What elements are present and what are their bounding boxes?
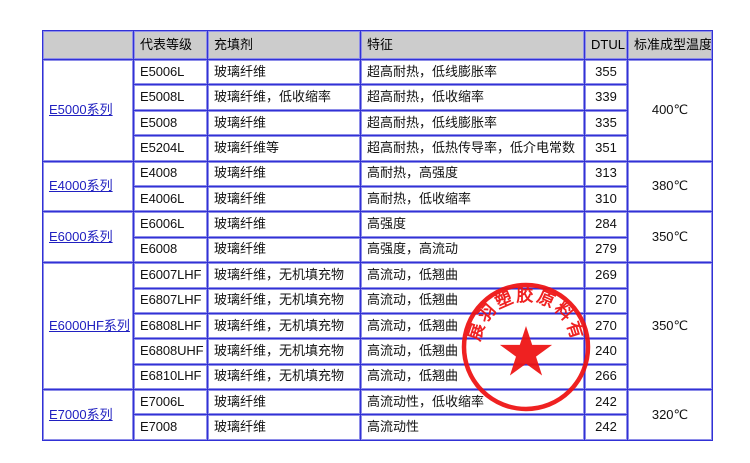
grade-cell: E6006L [134, 212, 207, 237]
dtul-cell: 339 [585, 85, 627, 110]
table-row: E5008 玻璃纤维 超高耐热，低线膨胀率 335 [43, 110, 712, 136]
dtul-cell: 240 [585, 339, 627, 364]
dtul-cell: 310 [585, 186, 627, 212]
column-header: 特征 [361, 31, 584, 59]
grade-cell: E4008 [134, 161, 207, 186]
filler-cell: 玻璃纤维，无机填充物 [208, 263, 360, 288]
molding-temperature-cell: 380℃ [628, 161, 712, 212]
grade-cell: E5204L [134, 136, 207, 161]
molding-temperature-cell: 350℃ [628, 263, 712, 390]
filler-cell: 玻璃纤维，无机填充物 [208, 313, 360, 339]
table-row: E5204L 玻璃纤维等 超高耐热，低热传导率，低介电常数 351 [43, 136, 712, 161]
series-link[interactable]: E7000系列 [49, 406, 113, 422]
column-header: 标准成型温度 [628, 31, 712, 59]
dtul-cell: 279 [585, 237, 627, 263]
filler-cell: 玻璃纤维 [208, 60, 360, 85]
feature-cell: 超高耐热，低热传导率，低介电常数 [361, 136, 584, 161]
filler-cell: 玻璃纤维 [208, 161, 360, 186]
grade-cell: E5008L [134, 85, 207, 110]
feature-cell: 高强度 [361, 212, 584, 237]
filler-cell: 玻璃纤维，低收缩率 [208, 85, 360, 110]
molding-temperature-cell: 350℃ [628, 212, 712, 263]
grade-cell: E6810LHF [134, 364, 207, 390]
series-cell[interactable]: E4000系列 [43, 161, 133, 212]
table-row: E4006L 玻璃纤维 高耐热，低收缩率 310 [43, 186, 712, 212]
table-row: E4000系列 E4008 玻璃纤维 高耐热，高强度 313 380℃ [43, 161, 712, 212]
table-row: E6810LHF 玻璃纤维，无机填充物 高流动，低翘曲 266 [43, 364, 712, 390]
series-link[interactable]: E6000系列 [49, 228, 113, 244]
grade-cell: E5008 [134, 110, 207, 136]
table-row: E7000系列 E7006L 玻璃纤维 高流动性，低收缩率 242 320℃ [43, 390, 712, 440]
feature-cell: 高流动，低翘曲 [361, 339, 584, 364]
series-cell[interactable]: E6000系列 [43, 212, 133, 263]
dtul-cell: 284 [585, 212, 627, 237]
column-header: DTUL [585, 31, 627, 59]
feature-cell: 超高耐热，低线膨胀率 [361, 110, 584, 136]
resin-grade-table: 代表等级 充填剂 特征 DTUL 标准成型温度 E5000系列 E5006L 玻璃纤维 超高耐热… [42, 30, 713, 441]
feature-cell: 高耐热，高强度 [361, 161, 584, 186]
dtul-cell: 269 [585, 263, 627, 288]
filler-cell: 玻璃纤维等 [208, 136, 360, 161]
series-link[interactable]: E6000HF系列 [49, 317, 130, 333]
table-row: E6000系列 E6006L 玻璃纤维 高强度 284 350℃ [43, 212, 712, 263]
feature-cell: 高流动，低翘曲 [361, 288, 584, 313]
feature-cell: 高耐热，低收缩率 [361, 186, 584, 212]
column-header: 代表等级 [134, 31, 207, 59]
dtul-cell: 242 [585, 390, 627, 415]
dtul-cell: 242 [585, 415, 627, 440]
feature-cell: 超高耐热，低线膨胀率 [361, 60, 584, 85]
grade-cell: E4006L [134, 186, 207, 212]
filler-cell: 玻璃纤维，无机填充物 [208, 288, 360, 313]
filler-cell: 玻璃纤维 [208, 415, 360, 440]
series-link[interactable]: E5000系列 [49, 101, 113, 117]
grade-cell: E6007LHF [134, 263, 207, 288]
feature-cell: 高流动性，低收缩率 [361, 390, 584, 415]
grade-cell: E7006L [134, 390, 207, 415]
filler-cell: 玻璃纤维 [208, 390, 360, 415]
table-row: E6808LHF 玻璃纤维，无机填充物 高流动，低翘曲 270 [43, 313, 712, 339]
feature-cell: 高流动，低翘曲 [361, 263, 584, 288]
filler-cell: 玻璃纤维 [208, 186, 360, 212]
grade-cell: E7008 [134, 415, 207, 440]
series-cell[interactable]: E6000HF系列 [43, 263, 133, 390]
dtul-cell: 270 [585, 313, 627, 339]
grade-cell: E5006L [134, 60, 207, 85]
feature-cell: 高流动，低翘曲 [361, 313, 584, 339]
series-cell[interactable]: E5000系列 [43, 60, 133, 161]
feature-cell: 高流动性 [361, 415, 584, 440]
feature-cell: 超高耐热，低收缩率 [361, 85, 584, 110]
feature-cell: 高流动，低翘曲 [361, 364, 584, 390]
dtul-cell: 266 [585, 364, 627, 390]
table-row: E6807LHF 玻璃纤维，无机填充物 高流动，低翘曲 270 [43, 288, 712, 313]
dtul-cell: 351 [585, 136, 627, 161]
molding-temperature-cell: 320℃ [628, 390, 712, 440]
grade-cell: E6808UHF [134, 339, 207, 364]
table-row: E6008 玻璃纤维 高强度，高流动 279 [43, 237, 712, 263]
filler-cell: 玻璃纤维，无机填充物 [208, 339, 360, 364]
filler-cell: 玻璃纤维 [208, 212, 360, 237]
filler-cell: 玻璃纤维 [208, 110, 360, 136]
grade-cell: E6008 [134, 237, 207, 263]
table-row: E7008 玻璃纤维 高流动性 242 [43, 415, 712, 440]
grade-table-container: 代表等级 充填剂 特征 DTUL 标准成型温度 E5000系列 E5006L 玻璃纤维 超高耐热… [42, 30, 713, 441]
table-row: E6808UHF 玻璃纤维，无机填充物 高流动，低翘曲 240 [43, 339, 712, 364]
series-cell[interactable]: E7000系列 [43, 390, 133, 440]
column-header: 充填剂 [208, 31, 360, 59]
dtul-cell: 355 [585, 60, 627, 85]
table-row: E5000系列 E5006L 玻璃纤维 超高耐热，低线膨胀率 355 400℃ [43, 60, 712, 161]
dtul-cell: 335 [585, 110, 627, 136]
grade-cell: E6807LHF [134, 288, 207, 313]
molding-temperature-cell: 400℃ [628, 60, 712, 161]
filler-cell: 玻璃纤维，无机填充物 [208, 364, 360, 390]
grade-cell: E6808LHF [134, 313, 207, 339]
dtul-cell: 270 [585, 288, 627, 313]
series-link[interactable]: E4000系列 [49, 177, 113, 193]
header-blank [43, 31, 133, 59]
table-header-row: 代表等级 充填剂 特征 DTUL 标准成型温度 [43, 31, 712, 59]
table-row: E5008L 玻璃纤维，低收缩率 超高耐热，低收缩率 339 [43, 85, 712, 110]
filler-cell: 玻璃纤维 [208, 237, 360, 263]
feature-cell: 高强度，高流动 [361, 237, 584, 263]
dtul-cell: 313 [585, 161, 627, 186]
table-row: E6000HF系列 E6007LHF 玻璃纤维，无机填充物 高流动，低翘曲 269 350… [43, 263, 712, 390]
